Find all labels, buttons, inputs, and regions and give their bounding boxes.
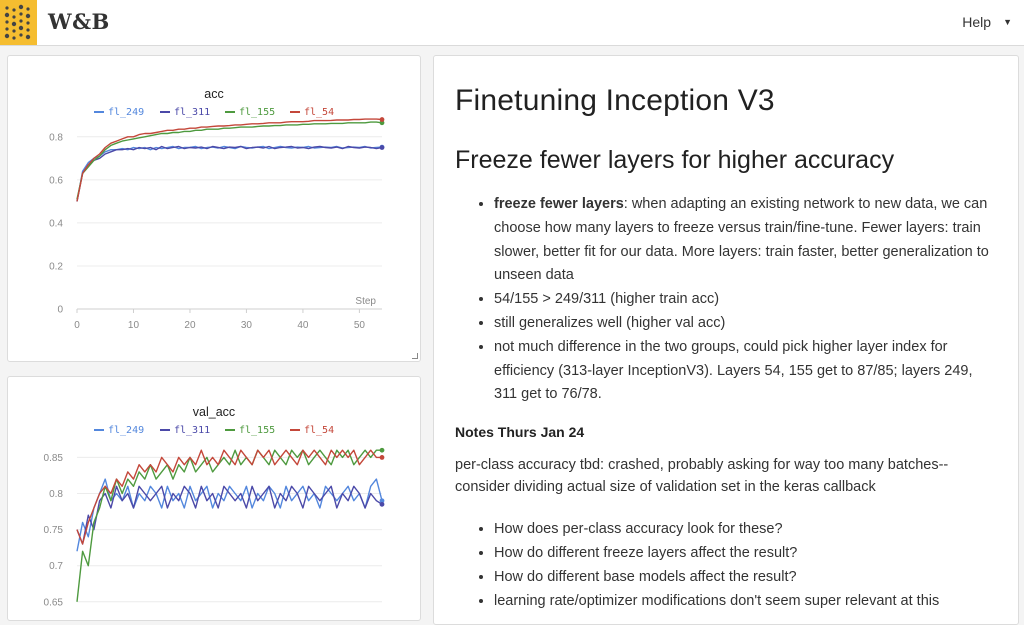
series-end-point <box>379 117 385 122</box>
acc-chart-panel[interactable]: acc fl_249 fl_311 fl_155 fl_54 0.8 0.6 0.4 0.2… <box>7 55 421 362</box>
series-line-fl_311 <box>76 485 383 545</box>
brand-name[interactable]: W&B <box>48 9 110 34</box>
finding-text: 54/155 > 249/311 (higher train acc) <box>494 291 720 308</box>
y-tick-label: 0.65 <box>44 597 64 608</box>
series-end-point <box>379 498 385 504</box>
report-title: Finetuning Inception V3 <box>455 84 775 117</box>
x-tick-label: 20 <box>184 320 196 331</box>
series-end-point <box>379 447 385 453</box>
question-item: How do different base models affect the … <box>494 566 996 590</box>
question-item: How do different freeze layers affect th… <box>494 542 996 566</box>
x-tick-label: 30 <box>241 320 253 331</box>
series-end-point <box>379 455 385 460</box>
chart-lines <box>76 447 385 602</box>
help-label: Help <box>962 14 992 30</box>
chart-title: val_acc <box>193 405 235 419</box>
finding-text: not much difference in the two groups, c… <box>494 338 973 403</box>
series-line-fl_54 <box>76 449 382 545</box>
finding-bold-term: freeze fewer layers <box>494 196 624 212</box>
question-item: learning rate/optimizer modifications do… <box>494 590 996 614</box>
findings-list: freeze fewer layers: when adapting an ex… <box>494 193 996 407</box>
chart-legend: fl_249 fl_311 fl_155 fl_54 <box>94 425 334 436</box>
series-end-point <box>379 501 385 507</box>
x-axis-label: Step <box>355 296 376 307</box>
y-tick-label: 0.6 <box>49 175 63 186</box>
y-axis-ticks: 0.85 0.8 0.75 0.7 0.65 <box>44 453 64 608</box>
val-acc-chart-panel[interactable]: val_acc fl_249 fl_311 fl_155 fl_54 0.85 0.8 0… <box>7 376 421 621</box>
y-axis-ticks: 0.8 0.6 0.4 0.2 0 <box>49 132 63 315</box>
x-tick-label: 0 <box>74 320 80 331</box>
wandb-logo-icon <box>4 4 31 40</box>
caret-down-icon: ▼ <box>1003 17 1012 27</box>
series-end-point <box>379 145 385 150</box>
help-menu[interactable]: Help ▼ <box>962 14 1012 30</box>
legend-entry[interactable]: fl_311 <box>174 425 210 436</box>
x-axis-ticks: 0 10 20 30 40 50 <box>74 309 365 331</box>
legend-entry[interactable]: fl_249 <box>108 425 144 436</box>
questions-list: How does per-class accuracy look for the… <box>494 518 996 613</box>
legend-entry[interactable]: fl_155 <box>239 107 275 118</box>
question-item: How does per-class accuracy look for the… <box>494 518 996 542</box>
legend-entry[interactable]: fl_249 <box>108 107 144 118</box>
legend-entry[interactable]: fl_54 <box>304 107 334 118</box>
acc-chart: acc fl_249 fl_311 fl_155 fl_54 0.8 0.6 0.4 0.2… <box>49 87 385 331</box>
finding-item: not much difference in the two groups, c… <box>494 336 996 407</box>
finding-text: : when adapting an existing network to n… <box>494 196 989 284</box>
report-panel: Finetuning Inception V3 Freeze fewer lay… <box>433 55 1019 625</box>
notes-paragraph: per-class accuracy tbd: crashed, probabl… <box>455 457 949 496</box>
series-line-fl_249 <box>76 145 383 202</box>
series-line-fl_155 <box>76 121 383 200</box>
x-tick-label: 40 <box>297 320 309 331</box>
x-tick-label: 50 <box>354 320 366 331</box>
y-tick-label: 0.7 <box>49 561 63 572</box>
finding-text: still generalizes well (higher val acc) <box>494 314 726 331</box>
legend-entry[interactable]: fl_155 <box>239 425 275 436</box>
top-bar: W&B Help ▼ <box>0 0 1024 46</box>
y-tick-label: 0.2 <box>49 261 63 272</box>
legend-entry[interactable]: fl_54 <box>304 425 334 436</box>
series-line-fl_54 <box>76 118 383 202</box>
x-tick-label: 10 <box>128 320 140 331</box>
y-tick-label: 0.8 <box>49 132 63 143</box>
report-subtitle: Freeze fewer layers for higher accuracy <box>455 146 895 174</box>
y-tick-label: 0 <box>57 305 63 316</box>
chart-grid <box>77 136 382 310</box>
notes-heading: Notes Thurs Jan 24 <box>455 424 585 441</box>
legend-entry[interactable]: fl_311 <box>174 107 210 118</box>
y-tick-label: 0.75 <box>44 525 64 536</box>
y-tick-label: 0.85 <box>44 453 64 464</box>
val-acc-chart: val_acc fl_249 fl_311 fl_155 fl_54 0.850.80… <box>44 405 385 608</box>
finding-item: freeze fewer layers: when adapting an ex… <box>494 193 996 288</box>
chart-grid <box>77 456 382 603</box>
series-line-fl_155 <box>76 449 382 602</box>
chart-title: acc <box>204 87 223 101</box>
finding-item: 54/155 > 249/311 (higher train acc) <box>494 288 996 312</box>
finding-item: still generalizes well (higher val acc) <box>494 312 996 336</box>
y-tick-label: 0.4 <box>49 218 63 229</box>
y-tick-label: 0.8 <box>49 489 63 500</box>
series-line-fl_249 <box>76 478 383 552</box>
wandb-logo[interactable] <box>0 0 37 45</box>
chart-lines <box>76 117 385 202</box>
chart-legend: fl_249 fl_311 fl_155 fl_54 <box>94 107 334 118</box>
series-line-fl_311 <box>76 145 383 202</box>
resize-handle[interactable] <box>412 353 418 359</box>
